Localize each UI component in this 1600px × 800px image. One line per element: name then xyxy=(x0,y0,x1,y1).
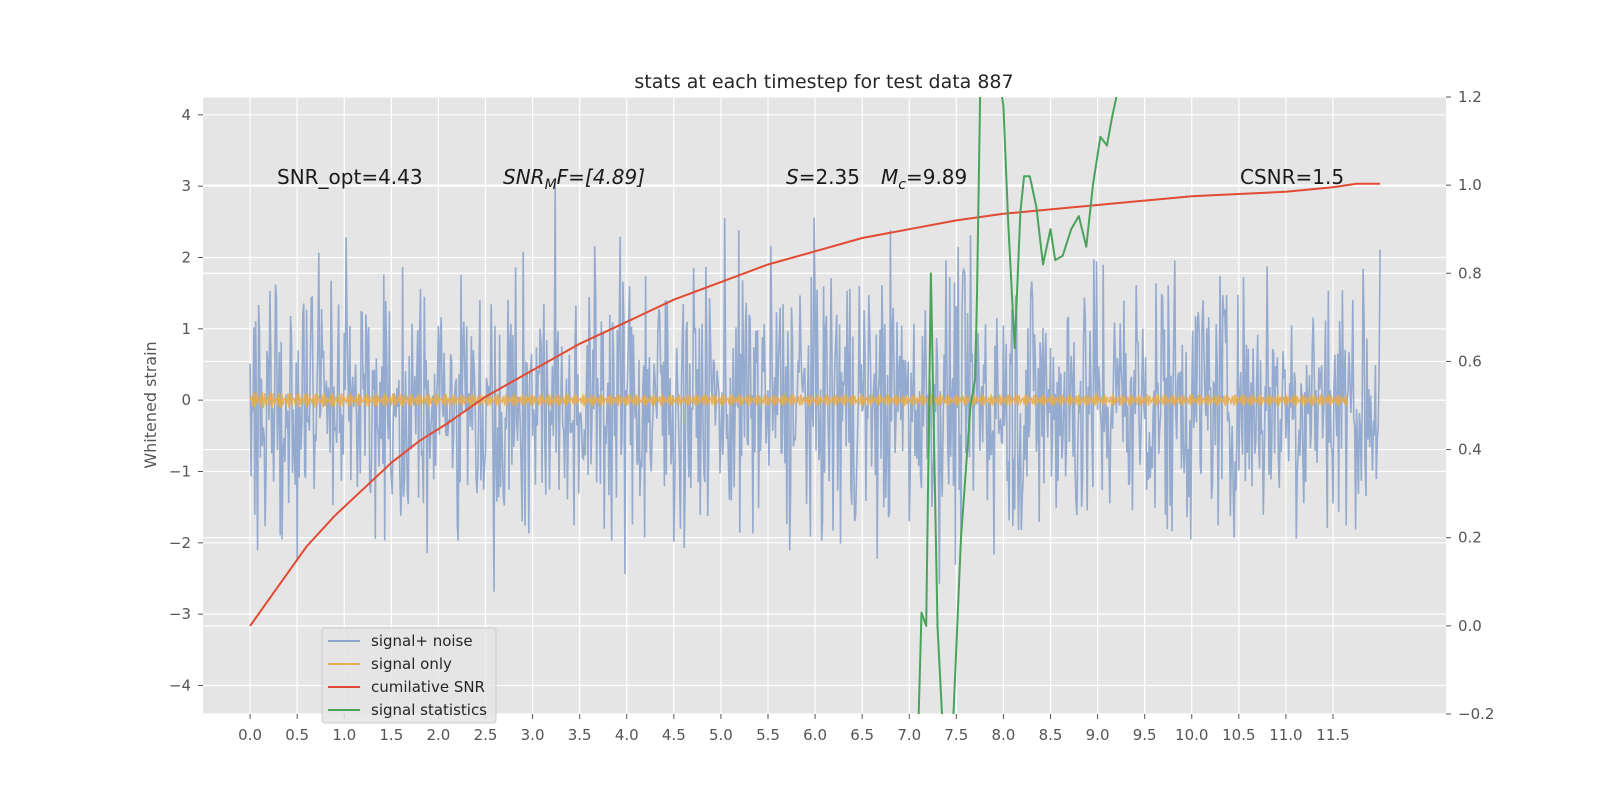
y-tick-label: 1 xyxy=(181,320,191,338)
x-tick-label: 3.0 xyxy=(521,726,545,744)
y2-tick-label: 0.6 xyxy=(1458,352,1482,370)
y2-tick-label: 1.2 xyxy=(1458,88,1482,106)
x-tick-label: 11.0 xyxy=(1269,726,1302,744)
x-tick-label: 1.5 xyxy=(379,726,403,744)
y-axis-left: 4 3 2 1 0 −1 −2 −3 −4 xyxy=(169,106,203,694)
y-tick-label: −1 xyxy=(169,462,191,480)
x-tick-label: 7.5 xyxy=(944,726,968,744)
annotation-snr-mf-main: SNR xyxy=(503,165,545,189)
annotation-snr-mf-rest: F=[4.89] xyxy=(557,165,645,189)
y2-tick-label: 0.2 xyxy=(1458,529,1482,547)
x-tick-label: 10.5 xyxy=(1222,726,1255,744)
cumulative-snr-line xyxy=(249,182,1381,627)
x-tick-label: 5.0 xyxy=(709,726,733,744)
y-tick-label: 3 xyxy=(181,177,191,195)
x-tick-label: 5.5 xyxy=(756,726,780,744)
legend-box xyxy=(321,627,497,724)
y-tick-label: 4 xyxy=(181,106,191,124)
y-tick-label: −4 xyxy=(169,676,191,694)
signal-noise-line xyxy=(249,180,1381,592)
legend-label-cumulative-snr: cumilative SNR xyxy=(371,678,485,696)
signal-only-series xyxy=(249,391,1348,409)
x-tick-label: 9.0 xyxy=(1086,726,1110,744)
x-tick-label: 10.0 xyxy=(1175,726,1208,744)
y-axis-right: 1.2 1.0 0.8 0.6 0.4 0.2 0.0 −0.2 xyxy=(1446,88,1494,723)
annotation-s: S=2.35 xyxy=(786,165,860,189)
annotation-mc-var: M xyxy=(881,165,898,189)
x-tick-label: 2.5 xyxy=(474,726,498,744)
annotation-snr-opt: SNR_opt=4.43 xyxy=(277,165,423,189)
x-tick-label: 9.5 xyxy=(1133,726,1157,744)
legend: signal+ noise signal only cumilative SNR… xyxy=(321,627,497,724)
x-tick-label: 8.5 xyxy=(1039,726,1063,744)
y-axis-label: Whitened strain xyxy=(141,341,160,468)
legend-label-signal-only: signal only xyxy=(371,655,452,673)
x-tick-label: 4.0 xyxy=(615,726,639,744)
x-tick-label: 7.0 xyxy=(897,726,921,744)
y-tick-label: −2 xyxy=(169,534,191,552)
x-tick-label: 2.0 xyxy=(426,726,450,744)
annotation-csnr: CSNR=1.5 xyxy=(1240,165,1344,189)
x-tick-label: 1.0 xyxy=(332,726,356,744)
y-tick-label: 2 xyxy=(181,248,191,266)
y2-tick-label: 0.4 xyxy=(1458,441,1482,459)
legend-label-signal-statistics: signal statistics xyxy=(371,701,487,719)
x-tick-label: 0.0 xyxy=(238,726,262,744)
x-tick-label: 0.5 xyxy=(285,726,309,744)
annotations: SNR_opt=4.43 SNRMF=[4.89] S=2.35 Mc=9.89… xyxy=(277,165,1344,193)
legend-label-signal-noise: signal+ noise xyxy=(371,632,473,650)
y2-tick-label: 0.8 xyxy=(1458,264,1482,282)
x-tick-label: 8.0 xyxy=(991,726,1015,744)
annotation-snr-mf: SNRMF=[4.89] xyxy=(503,165,645,193)
x-axis: 0.0 0.5 1.0 1.5 2.0 2.5 3.0 3.5 4.0 4.5 5.0 5.5 6.0 6… xyxy=(238,714,1350,744)
annotation-s-var: S xyxy=(786,165,799,189)
cumulative-snr-series xyxy=(249,182,1381,627)
y-tick-label: −3 xyxy=(169,605,191,623)
annotation-mc-rest: =9.89 xyxy=(906,165,967,189)
annotation-snr-mf-sub: M xyxy=(545,177,557,193)
x-tick-label: 3.5 xyxy=(568,726,592,744)
annotation-s-rest: =2.35 xyxy=(799,165,860,189)
y2-tick-label: 1.0 xyxy=(1458,176,1482,194)
chart-title: stats at each timestep for test data 887 xyxy=(634,71,1013,93)
x-tick-label: 11.5 xyxy=(1316,726,1349,744)
y2-tick-label: 0.0 xyxy=(1458,617,1482,635)
signal-only-line xyxy=(249,391,1348,409)
plot-series xyxy=(249,97,1381,714)
y2-tick-label: −0.2 xyxy=(1458,705,1494,723)
x-tick-label: 6.0 xyxy=(803,726,827,744)
x-tick-label: 4.5 xyxy=(662,726,686,744)
y-tick-label: 0 xyxy=(181,391,191,409)
annotation-mc-sub: c xyxy=(898,177,906,193)
signal-statistics-line xyxy=(917,97,1118,714)
x-tick-label: 6.5 xyxy=(850,726,874,744)
signal-noise-series xyxy=(249,180,1381,592)
annotation-mc: Mc=9.89 xyxy=(881,165,967,193)
signal-statistics-series xyxy=(917,97,1118,714)
